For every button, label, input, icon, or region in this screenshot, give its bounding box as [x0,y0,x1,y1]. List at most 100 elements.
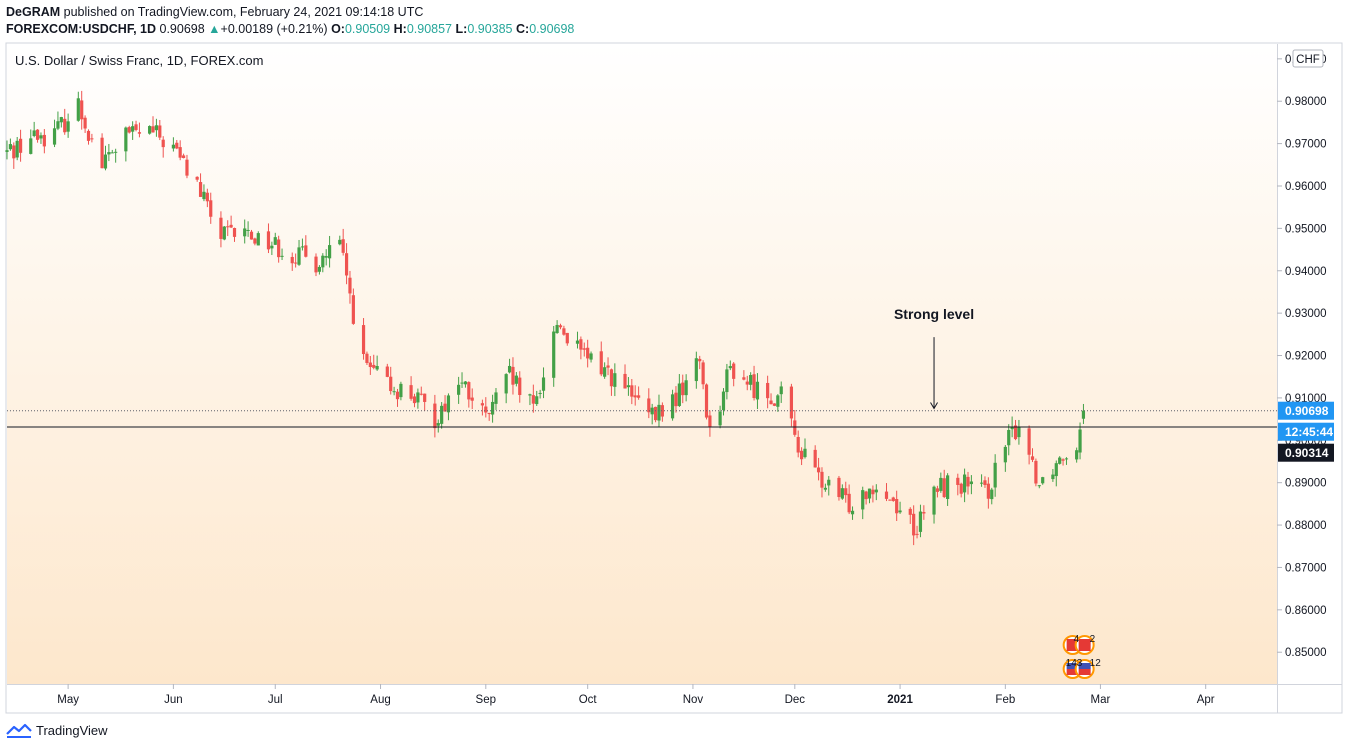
candle [1003,445,1007,472]
candle-body [365,353,369,363]
candle-body [158,125,162,138]
candle [514,372,518,387]
candle [15,136,19,161]
candle [419,386,423,396]
candle-body [789,386,794,419]
candle [861,486,865,520]
low-label: L: [455,22,468,36]
candle [317,265,322,275]
candle-body [718,411,722,426]
flag-bottom [1066,669,1079,675]
candle-body [1013,425,1018,440]
price-axis-label: 0.90698 [1278,401,1334,420]
candle-body [579,339,583,350]
candle [457,376,461,404]
candle-body [1030,456,1035,460]
candle-body [514,375,518,384]
candle [1058,456,1062,465]
swiss-flag-icon[interactable] [1074,635,1095,655]
candle-body [131,126,135,132]
candle-body [864,491,868,500]
plot-background[interactable] [7,44,1277,684]
candle-body [300,246,305,248]
candle [181,153,186,159]
candle [361,318,366,360]
candle-body [586,347,590,359]
candle [847,484,851,515]
open-label: O: [331,22,345,36]
candle [511,357,515,395]
candle-body [867,488,872,499]
event-count-bottom-a: 143 [1066,658,1083,669]
candle-body [348,277,352,294]
candle-body [42,134,46,147]
tradingview-brand[interactable]: TradingView [36,722,108,738]
candle-body [395,391,400,400]
price-label-text: 0.90698 [1285,404,1329,418]
candle-body [606,365,610,368]
candle [63,108,67,135]
price-axis-label: 12:45:44 [1278,422,1334,441]
candle [684,374,688,402]
candle [864,490,868,505]
economic-events[interactable]: 4 2 143 12 [1062,634,1102,679]
candle [1051,468,1055,482]
annotation-label[interactable]: Strong level [894,306,974,322]
candle [209,192,213,224]
candle [820,467,824,498]
candle-body [827,479,831,486]
candle [599,341,603,377]
candle [222,225,226,241]
candle [586,339,590,368]
currency-badge[interactable]: CHF [1292,49,1324,68]
candle-body [558,325,563,328]
x-tick-label: Jul [268,694,283,706]
x-tick-label: 2021 [887,694,913,706]
currency-badge-label: CHF [1296,54,1320,66]
candle-body [154,125,159,131]
candle-body [15,140,19,158]
us-flag-icon[interactable] [1074,659,1095,679]
candle-body [850,510,855,515]
flag-bottom [1078,669,1091,675]
candle [446,393,451,421]
tradingview-logo-icon[interactable] [6,722,32,738]
candle [772,403,777,407]
time-axis[interactable]: May Jun Jul Aug Sep Oct Nov Dec 2021 Feb Mar Apr [57,684,1215,706]
candle-body [884,491,889,499]
candle [884,483,889,502]
candle-body [5,150,9,152]
candle-body [603,367,607,377]
candle [796,430,800,458]
candle-body [297,247,301,265]
candle [541,367,546,399]
candle-body [222,226,226,240]
candle-body [52,128,57,145]
chart-header: DeGRAM published on TradingView.com, Feb… [6,4,574,38]
candle-body [742,377,746,380]
candle [704,383,709,420]
candle [59,116,63,128]
candle-body [1081,410,1086,419]
candle [351,288,355,325]
candle [1017,419,1021,445]
candle-body [321,255,325,268]
author-name[interactable]: DeGRAM [6,5,61,19]
candle [956,473,960,496]
candle [908,507,912,524]
high-value: 0.90857 [406,22,453,36]
candle-body [1034,460,1038,484]
candle [755,373,760,410]
candle-body [134,124,138,130]
candle [154,118,159,137]
candle-body [1003,446,1007,463]
candle-body [582,348,586,350]
ohlc-line: FOREXCOM:USDCHF, 1D 0.90698 ▲+0.00189 (+… [6,21,574,38]
candle-body [440,405,444,424]
price-axis[interactable]: 0.990000.980000.970000.960000.950000.940… [1277,54,1327,659]
candle [966,471,970,495]
candle-body [623,373,627,389]
candle [158,120,162,141]
candle-body [195,176,199,180]
